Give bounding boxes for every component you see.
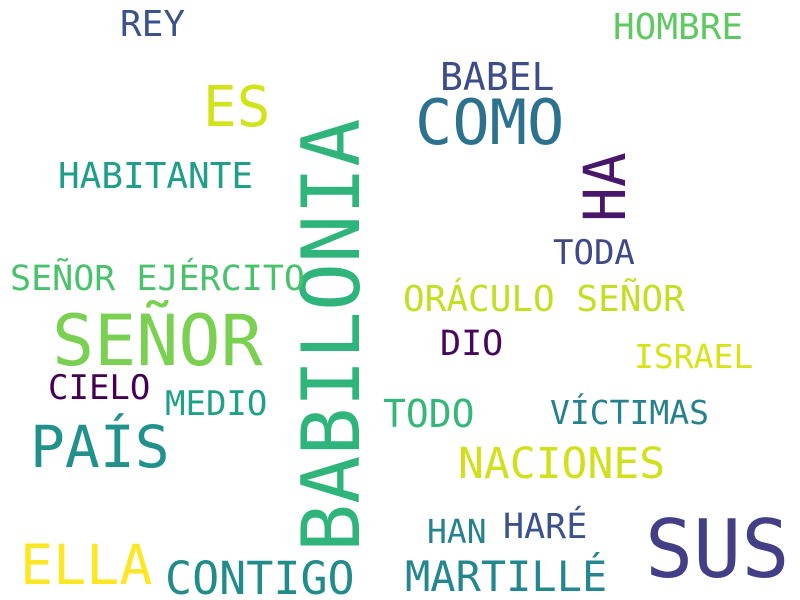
word-todo: TODO bbox=[383, 392, 475, 436]
word-medio: MEDIO bbox=[165, 384, 268, 424]
word-han: HAN bbox=[427, 512, 487, 551]
word-rey: REY bbox=[120, 4, 186, 45]
word-israel: ISRAEL bbox=[634, 337, 754, 376]
word-senor-ejercito: SEÑOR EJÉRCITO bbox=[10, 259, 306, 299]
word-ella: ELLA bbox=[20, 533, 153, 597]
word-babilonia: BABILONIA bbox=[285, 118, 378, 552]
word-hare: HARÉ bbox=[503, 507, 588, 547]
word-habitante: HABITANTE bbox=[58, 156, 254, 197]
word-hombre: HOMBRE bbox=[613, 7, 744, 48]
word-dio: DIO bbox=[440, 324, 504, 364]
word-toda: TODA bbox=[553, 233, 635, 273]
word-cielo: CIELO bbox=[48, 368, 151, 408]
word-como: COMO bbox=[415, 86, 565, 159]
word-martille: MARTILLÉ bbox=[405, 552, 608, 600]
word-senor: SEÑOR bbox=[52, 300, 263, 382]
word-contigo: CONTIGO bbox=[165, 552, 355, 600]
word-babel: BABEL bbox=[440, 55, 555, 99]
word-es: ES bbox=[203, 75, 271, 140]
word-ha: HA bbox=[571, 152, 639, 222]
word-naciones: NACIONES bbox=[458, 439, 666, 489]
word-oraculo-senor: ORÁCULO SEÑOR bbox=[403, 279, 685, 320]
word-pais: PAÍS bbox=[30, 413, 170, 481]
word-sus: SUS bbox=[645, 503, 790, 596]
word-victimas: VÍCTIMAS bbox=[550, 393, 709, 432]
